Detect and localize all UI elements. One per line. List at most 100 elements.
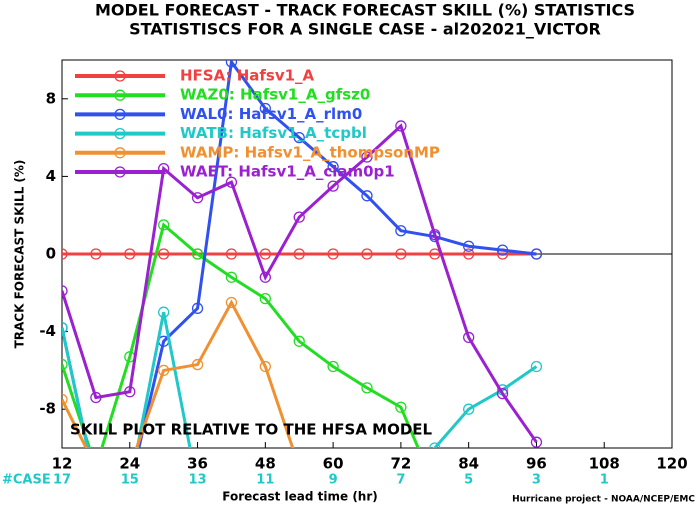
legend-marker (114, 166, 126, 178)
legend-label: WATB: Hafsv1_A_tcpbl (180, 124, 367, 142)
x-tick-label: 72 (390, 455, 411, 473)
point-marker (259, 102, 271, 115)
x-tick-label: 24 (119, 455, 140, 473)
x-tick-label: 84 (458, 455, 479, 473)
point-marker (429, 228, 441, 241)
case-count: 17 (53, 473, 71, 488)
x-tick-label: 48 (255, 455, 276, 473)
chart-subtitle: STATISTISCS FOR A SINGLE CASE - al202021… (129, 20, 601, 39)
point-marker (530, 248, 543, 260)
point-marker (259, 292, 271, 305)
point-marker (191, 248, 204, 260)
footer: Hurricane project - NOAA/NCEP/EMC (512, 495, 695, 505)
point-marker (191, 302, 204, 314)
y-tick-label: 4 (46, 167, 56, 185)
case-count: 5 (464, 473, 473, 488)
point-marker (225, 60, 238, 68)
point-marker (327, 360, 339, 373)
point-marker (463, 403, 475, 415)
y-tick-label: 0 (46, 245, 56, 263)
y-tick-label: -8 (39, 400, 56, 418)
x-tick-label: 12 (52, 455, 73, 473)
plot-area (62, 60, 543, 492)
series-line (62, 222, 420, 448)
point-marker (259, 248, 271, 260)
point-marker (293, 335, 305, 347)
point-marker (91, 462, 101, 472)
y-tick-label: 8 (46, 89, 56, 107)
point-marker (496, 244, 509, 256)
x-axis-label: Forecast lead time (hr) (222, 490, 378, 504)
point-marker (293, 211, 305, 223)
point-marker (158, 219, 170, 231)
legend-marker (114, 127, 126, 140)
series-line (62, 123, 538, 444)
legend-label: HFSA: Hafsv1_A (180, 67, 315, 85)
point-marker (62, 393, 68, 406)
point-marker (395, 120, 407, 132)
legend-label: WAL0: Hafsv1_A_rlm0 (180, 105, 362, 123)
point-marker (361, 190, 373, 202)
x-tick-label: 60 (323, 455, 344, 473)
x-tick-label: 108 (589, 455, 620, 473)
x-tick-label: 36 (187, 455, 208, 473)
y-tick-label: -4 (39, 322, 56, 340)
point-marker (463, 248, 475, 260)
point-marker (62, 322, 68, 334)
case-count: 9 (329, 473, 338, 488)
point-marker (327, 248, 339, 260)
point-marker (530, 360, 543, 373)
point-marker (62, 285, 68, 297)
legend-marker (114, 70, 126, 82)
legend-marker (114, 89, 126, 101)
point-marker (327, 180, 339, 192)
point-marker (124, 248, 136, 260)
point-marker (395, 248, 407, 260)
legend-label: WAET: Hafsv1_A_clam0p1 (180, 163, 395, 181)
point-marker (429, 442, 441, 448)
point-marker (225, 271, 238, 283)
point-marker (430, 482, 440, 492)
case-count: 3 (532, 473, 541, 488)
point-marker (124, 386, 136, 398)
point-marker (90, 391, 102, 404)
point-marker (191, 192, 204, 204)
legend-marker (114, 147, 126, 159)
point-marker (158, 306, 170, 318)
point-marker (293, 248, 305, 260)
point-marker (361, 248, 373, 260)
point-marker (395, 225, 407, 237)
point-marker (91, 462, 101, 472)
point-marker (463, 331, 475, 344)
case-count: 13 (189, 473, 207, 488)
point-marker (294, 462, 304, 472)
point-marker (395, 401, 407, 413)
x-tick-label: 96 (526, 455, 547, 473)
legend-label: WAMP: Hafsv1_A_thompsonMP (180, 143, 440, 161)
annotation: SKILL PLOT RELATIVE TO THE HFSA MODEL (70, 421, 433, 439)
point-marker (496, 388, 509, 400)
point-marker (90, 248, 102, 260)
point-marker (259, 360, 271, 373)
point-marker (62, 248, 68, 260)
point-marker (259, 271, 271, 283)
point-marker (225, 248, 238, 260)
case-label: #CASE (2, 473, 51, 488)
point-marker (225, 176, 238, 188)
x-tick-label: 120 (656, 455, 687, 473)
case-count: 15 (121, 473, 139, 488)
point-marker (327, 161, 339, 173)
chart-title: MODEL FORECAST - TRACK FORECAST SKILL (%… (95, 1, 635, 20)
series-line (62, 299, 295, 448)
case-count: 1 (600, 473, 609, 488)
case-count: 11 (256, 473, 274, 488)
legend-marker (114, 108, 126, 121)
point-marker (158, 364, 170, 377)
point-marker (463, 240, 475, 252)
series-line (62, 311, 538, 448)
point-marker (158, 248, 170, 260)
point-marker (191, 358, 204, 371)
point-marker (530, 436, 543, 448)
point-marker (62, 358, 68, 371)
